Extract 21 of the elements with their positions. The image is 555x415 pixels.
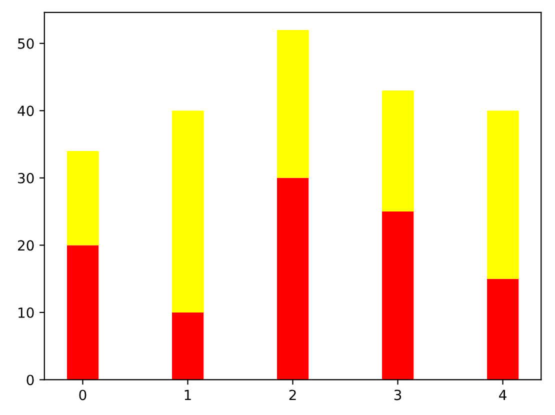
bar [487, 278, 519, 380]
x-tick-label: 4 [499, 390, 506, 400]
x-tick-label: 1 [184, 390, 191, 400]
y-tick-label: 50 [18, 38, 34, 49]
bar [487, 110, 519, 279]
x-tick-label: 3 [394, 390, 402, 400]
bar [172, 312, 204, 380]
y-tick-label: 10 [18, 307, 34, 318]
y-tick-label: 40 [18, 106, 34, 116]
y-tick-label: 20 [18, 240, 34, 251]
bar [382, 212, 414, 380]
bar [277, 178, 309, 380]
y-tick-label: 0 [26, 374, 34, 386]
x-tick-label: 0 [79, 390, 86, 400]
bar [172, 110, 204, 312]
y-tick-label: 30 [18, 172, 34, 184]
bar [66, 245, 98, 380]
bar [277, 30, 309, 178]
x-tick-label: 2 [289, 390, 296, 400]
bar [66, 151, 98, 246]
bar [382, 90, 414, 212]
